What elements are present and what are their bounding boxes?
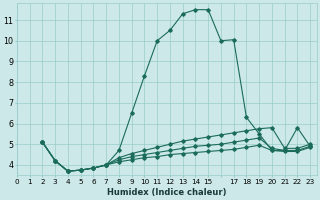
X-axis label: Humidex (Indice chaleur): Humidex (Indice chaleur) — [107, 188, 227, 197]
